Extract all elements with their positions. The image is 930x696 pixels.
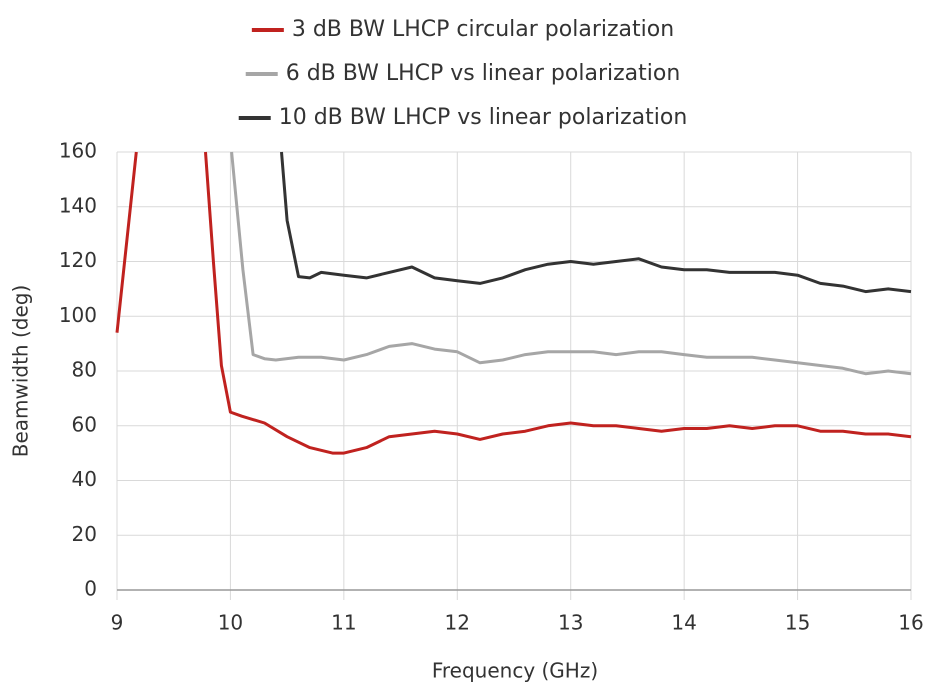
series-line bbox=[230, 151, 912, 376]
y-tick-label: 160 bbox=[59, 139, 97, 163]
x-tick-label: 13 bbox=[558, 611, 583, 635]
x-axis-label: Frequency (GHz) bbox=[432, 659, 598, 683]
y-tick-label: 80 bbox=[72, 358, 97, 382]
x-tick-label: 15 bbox=[785, 611, 810, 635]
legend-label: 6 dB BW LHCP vs linear polarization bbox=[286, 61, 681, 86]
y-tick-label: 0 bbox=[84, 577, 97, 601]
legend-label: 10 dB BW LHCP vs linear polarization bbox=[279, 105, 688, 130]
x-tick-label: 11 bbox=[331, 611, 356, 635]
x-tick-label: 10 bbox=[218, 611, 243, 635]
x-tick-label: 12 bbox=[445, 611, 470, 635]
x-tick-label: 16 bbox=[898, 611, 923, 635]
series-line bbox=[115, 151, 912, 455]
y-tick-label: 60 bbox=[72, 412, 97, 436]
y-tick-label: 20 bbox=[72, 522, 97, 546]
y-tick-label: 140 bbox=[59, 193, 97, 217]
x-tick-label: 14 bbox=[671, 611, 696, 635]
y-tick-label: 100 bbox=[59, 303, 97, 327]
x-tick-label: 9 bbox=[111, 611, 124, 635]
legend-label: 3 dB BW LHCP circular polarization bbox=[292, 17, 674, 42]
y-tick-label: 120 bbox=[59, 248, 97, 272]
y-tick-label: 40 bbox=[72, 467, 97, 491]
series-line bbox=[280, 151, 912, 294]
y-axis-label: Beamwidth (deg) bbox=[9, 285, 33, 458]
